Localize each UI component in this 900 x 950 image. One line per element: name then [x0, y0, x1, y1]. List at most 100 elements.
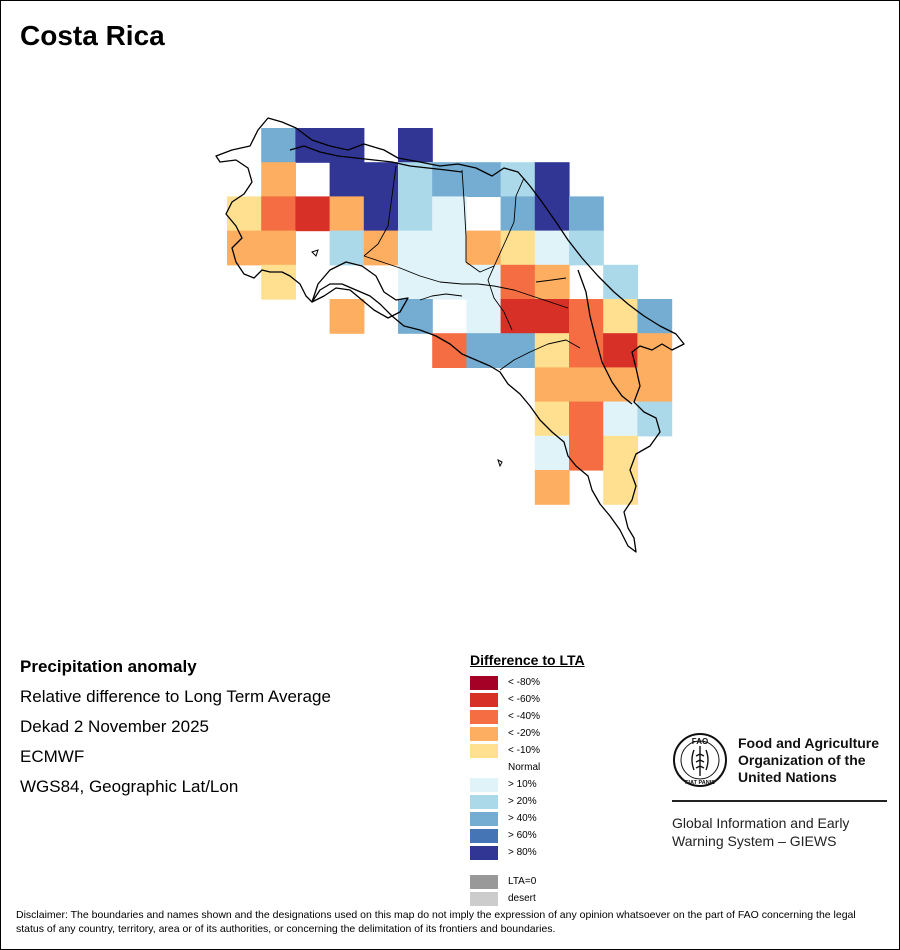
grid-cell — [329, 299, 365, 334]
grid-cell — [569, 401, 604, 437]
grid-cell — [534, 401, 570, 437]
grid-cell — [637, 401, 673, 437]
legend-item-swatch — [470, 846, 498, 860]
fao-name-line1: Food and Agriculture — [738, 735, 880, 751]
grid-cell — [500, 196, 536, 232]
legend-item-row: < -80% — [470, 674, 585, 691]
fao-logo-letters: FAO — [692, 737, 708, 746]
grid-cell — [466, 162, 502, 197]
legend-item-label: > 10% — [508, 779, 537, 790]
legend-item-label: < -60% — [508, 694, 540, 705]
grid-cell — [398, 264, 433, 300]
legend-item-label: > 20% — [508, 796, 537, 807]
legend-extra-item-swatch — [470, 875, 498, 889]
grid-cell — [432, 230, 467, 266]
grid-cell — [432, 264, 467, 300]
grid-cell — [432, 162, 467, 197]
grid-cell — [637, 333, 673, 368]
legend-item-swatch — [470, 693, 498, 707]
fao-logo-motto: FIAT PANIS — [685, 780, 715, 786]
legend-item-label: > 60% — [508, 830, 537, 841]
grid-cell — [534, 196, 570, 232]
grid-cell — [329, 196, 365, 232]
info-source: ECMWF — [20, 747, 85, 766]
giews-line1: Global Information and Early — [672, 815, 850, 831]
grid-cell — [363, 162, 399, 197]
fao-name: Food and Agriculture Organization of the… — [738, 735, 898, 786]
panama-border — [577, 269, 633, 405]
fao-logo-icon: FAO FIAT PANIS — [673, 733, 727, 787]
islands — [311, 249, 503, 468]
grid-cell — [603, 367, 638, 403]
giews-label: Global Information and Early Warning Sys… — [672, 814, 887, 850]
legend-item-row: > 80% — [470, 844, 585, 861]
legend-item-swatch — [470, 710, 498, 724]
grid-cell — [534, 162, 570, 197]
grid-cell — [569, 299, 604, 334]
legend-extra-item-label: LTA=0 — [508, 876, 537, 887]
map-title: Costa Rica — [20, 20, 165, 51]
grid-cell — [569, 333, 604, 368]
legend-item-label: > 40% — [508, 813, 537, 824]
grid-cell — [466, 299, 502, 334]
country-outline — [215, 117, 685, 553]
legend-item-label: < -40% — [508, 711, 540, 722]
grid-cell — [261, 162, 296, 197]
province-borders — [363, 165, 581, 371]
grid-cell — [500, 264, 536, 300]
grid-cell — [261, 128, 296, 163]
grid-cell — [569, 196, 604, 232]
grid-cell — [603, 401, 638, 437]
legend-item-swatch — [470, 727, 498, 741]
legend-item-swatch — [470, 812, 498, 826]
nicoya-gulf-coast — [311, 261, 409, 319]
grid-cell — [534, 435, 570, 471]
legend-item-label: Normal — [508, 762, 541, 773]
legend-item-swatch — [470, 778, 498, 792]
fao-divider — [672, 800, 887, 802]
grid-cell — [534, 470, 570, 505]
legend-item-swatch — [470, 829, 498, 843]
legend-item-swatch — [470, 676, 498, 690]
legend-items: < -80% < -60% < -40% < -20% < -10% Normal > 10… — [470, 674, 585, 861]
legend-item-swatch — [470, 761, 498, 775]
anomaly-grid — [227, 128, 673, 505]
grid-cell — [295, 196, 331, 232]
grid-cell — [534, 230, 570, 266]
grid-cell — [603, 435, 638, 471]
grid-cell — [363, 196, 399, 232]
grid-cell — [637, 299, 673, 334]
grid-cell — [329, 162, 365, 197]
grid-cell — [363, 230, 399, 266]
grid-cell — [295, 128, 331, 163]
grid-cell — [329, 230, 365, 266]
grid-cell — [534, 299, 570, 334]
grid-cell — [534, 367, 570, 403]
legend: Difference to LTA < -80% < -60% < -40% < -2… — [470, 652, 585, 907]
grid-cell — [466, 333, 502, 368]
grid-cell — [637, 367, 673, 403]
legend-item-row: > 60% — [470, 827, 585, 844]
costa-rica-coastline — [215, 117, 685, 553]
legend-item-label: < -10% — [508, 745, 540, 756]
legend-extra: LTA=0 desert — [470, 873, 585, 907]
grid-cell — [500, 333, 536, 368]
legend-item-swatch — [470, 744, 498, 758]
grid-cell — [534, 264, 570, 300]
legend-item-row: < -40% — [470, 708, 585, 725]
legend-item-row: < -10% — [470, 742, 585, 759]
legend-item-row: < -20% — [470, 725, 585, 742]
anomaly-map — [215, 117, 685, 553]
grid-cell — [466, 230, 502, 266]
grid-cell — [432, 333, 467, 368]
legend-item-row: > 40% — [470, 810, 585, 827]
legend-title: Difference to LTA — [470, 652, 585, 668]
fao-name-line3: United Nations — [738, 769, 837, 785]
map-info: Precipitation anomaly Relative differenc… — [20, 656, 331, 806]
grid-cell — [261, 230, 296, 266]
legend-item-label: < -20% — [508, 728, 540, 739]
grid-cell — [261, 264, 296, 300]
legend-item-label: > 80% — [508, 847, 537, 858]
grid-cell — [569, 435, 604, 471]
grid-cell — [398, 230, 433, 266]
